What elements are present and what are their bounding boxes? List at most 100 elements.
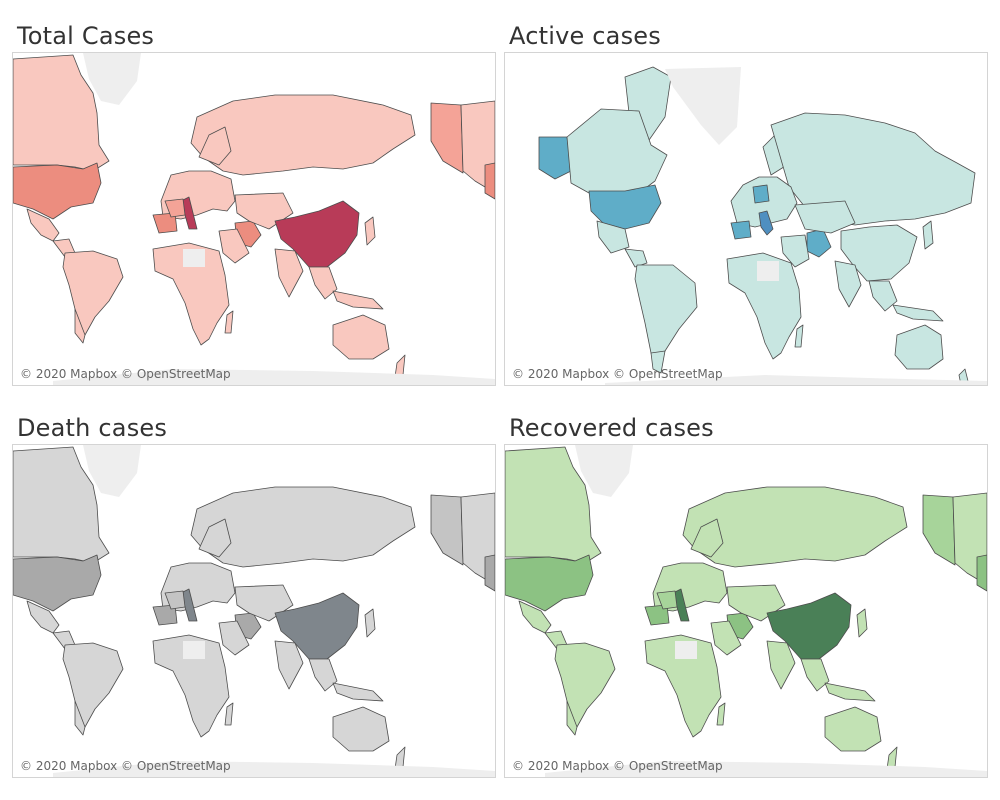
- country-new-zealand[interactable]: [886, 746, 898, 770]
- map-attribution: © 2020 Mapbox © OpenStreetMap: [20, 759, 231, 773]
- country-africa[interactable]: [152, 242, 230, 346]
- country-india[interactable]: [274, 248, 304, 298]
- country-india[interactable]: [274, 640, 304, 690]
- panel-total-cases: Total Cases © 2020 Mapbox © OpenStreetMa…: [12, 22, 496, 396]
- country-russia[interactable]: [190, 486, 416, 568]
- country-southeast-asia[interactable]: [868, 280, 898, 312]
- country-france[interactable]: [164, 198, 186, 218]
- country-usa[interactable]: [13, 554, 102, 612]
- country-canada[interactable]: [13, 446, 110, 564]
- country-new-zealand[interactable]: [394, 354, 406, 378]
- country-south-america-tip[interactable]: [650, 350, 666, 374]
- country-mexico[interactable]: [596, 220, 630, 254]
- country-france[interactable]: [656, 590, 678, 610]
- country-southeast-asia[interactable]: [308, 266, 338, 300]
- country-australia[interactable]: [824, 706, 882, 752]
- country-usa[interactable]: [588, 184, 662, 230]
- country-scandinavia[interactable]: [198, 518, 232, 558]
- country-china[interactable]: [840, 224, 918, 282]
- country-madagascar[interactable]: [716, 702, 726, 726]
- map-active-cases[interactable]: © 2020 Mapbox © OpenStreetMap: [504, 52, 988, 386]
- country-japan[interactable]: [856, 608, 868, 638]
- world-map[interactable]: [13, 53, 495, 385]
- world-map[interactable]: [13, 445, 495, 777]
- country-spain[interactable]: [644, 604, 670, 626]
- country-alaska[interactable]: [538, 136, 572, 180]
- country-central-america[interactable]: [624, 248, 648, 268]
- country-canada[interactable]: [505, 446, 602, 564]
- country-greenland: [575, 445, 633, 497]
- country-southeast-asia[interactable]: [308, 658, 338, 692]
- map-death-cases[interactable]: © 2020 Mapbox © OpenStreetMap: [12, 444, 496, 778]
- country-india[interactable]: [834, 260, 862, 308]
- country-china[interactable]: [766, 592, 852, 660]
- country-middle-east[interactable]: [710, 620, 742, 656]
- country-japan[interactable]: [364, 216, 376, 246]
- country-usa[interactable]: [505, 554, 594, 612]
- country-spain[interactable]: [152, 604, 178, 626]
- country-antarctica: [545, 761, 987, 777]
- country-south-america[interactable]: [634, 264, 698, 368]
- country-alaska-right[interactable]: [922, 494, 956, 566]
- country-usa-right[interactable]: [976, 554, 987, 592]
- country-africa[interactable]: [644, 634, 722, 738]
- country-sahara-gap: [183, 641, 205, 659]
- country-china[interactable]: [274, 592, 360, 660]
- country-south-america-tip[interactable]: [74, 308, 86, 344]
- country-scandinavia[interactable]: [690, 518, 724, 558]
- country-russia[interactable]: [190, 94, 416, 176]
- map-recovered-cases[interactable]: © 2020 Mapbox © OpenStreetMap: [504, 444, 988, 778]
- map-attribution: © 2020 Mapbox © OpenStreetMap: [20, 367, 231, 381]
- world-map[interactable]: [505, 53, 987, 385]
- panel-title: Active cases: [509, 22, 661, 50]
- country-middle-east[interactable]: [218, 620, 250, 656]
- country-africa[interactable]: [152, 634, 230, 738]
- country-middle-east[interactable]: [780, 234, 810, 268]
- country-indonesia[interactable]: [332, 290, 384, 310]
- country-china[interactable]: [274, 200, 360, 268]
- panel-death-cases: Death cases © 2020 Mapbox © OpenStreetMa…: [12, 414, 496, 788]
- country-alaska-right[interactable]: [430, 102, 464, 174]
- country-japan[interactable]: [364, 608, 376, 638]
- country-usa-right[interactable]: [484, 554, 495, 592]
- country-iran[interactable]: [806, 228, 832, 258]
- country-australia[interactable]: [332, 314, 390, 360]
- country-indonesia[interactable]: [332, 682, 384, 702]
- country-canada[interactable]: [13, 54, 110, 172]
- map-attribution: © 2020 Mapbox © OpenStreetMap: [512, 367, 723, 381]
- country-japan[interactable]: [922, 220, 934, 250]
- country-spain[interactable]: [730, 220, 752, 240]
- country-southeast-asia[interactable]: [800, 658, 830, 692]
- country-alaska-right[interactable]: [430, 494, 464, 566]
- country-south-america[interactable]: [62, 250, 124, 336]
- country-greenland: [83, 445, 141, 497]
- country-madagascar[interactable]: [794, 324, 804, 348]
- country-scandinavia[interactable]: [198, 126, 232, 166]
- country-middle-east[interactable]: [218, 228, 250, 264]
- country-spain[interactable]: [152, 212, 178, 234]
- country-south-america-tip[interactable]: [566, 700, 578, 736]
- country-central-asia[interactable]: [794, 200, 856, 234]
- country-france[interactable]: [164, 590, 186, 610]
- country-madagascar[interactable]: [224, 702, 234, 726]
- country-australia[interactable]: [332, 706, 390, 752]
- world-map[interactable]: [505, 445, 987, 777]
- map-total-cases[interactable]: © 2020 Mapbox © OpenStreetMap: [12, 52, 496, 386]
- country-canada[interactable]: [566, 108, 668, 194]
- country-antarctica: [605, 375, 987, 385]
- country-south-america-tip[interactable]: [74, 700, 86, 736]
- country-indonesia[interactable]: [824, 682, 876, 702]
- country-italy[interactable]: [758, 210, 774, 236]
- country-new-zealand[interactable]: [394, 746, 406, 770]
- country-usa[interactable]: [13, 162, 102, 220]
- country-south-america[interactable]: [554, 642, 616, 728]
- country-south-america[interactable]: [62, 642, 124, 728]
- country-indonesia[interactable]: [892, 304, 944, 322]
- country-madagascar[interactable]: [224, 310, 234, 334]
- country-africa[interactable]: [726, 252, 802, 360]
- country-germany[interactable]: [752, 184, 770, 204]
- country-india[interactable]: [766, 640, 796, 690]
- country-russia[interactable]: [682, 486, 908, 568]
- country-australia[interactable]: [894, 324, 944, 370]
- country-usa-right[interactable]: [484, 162, 495, 200]
